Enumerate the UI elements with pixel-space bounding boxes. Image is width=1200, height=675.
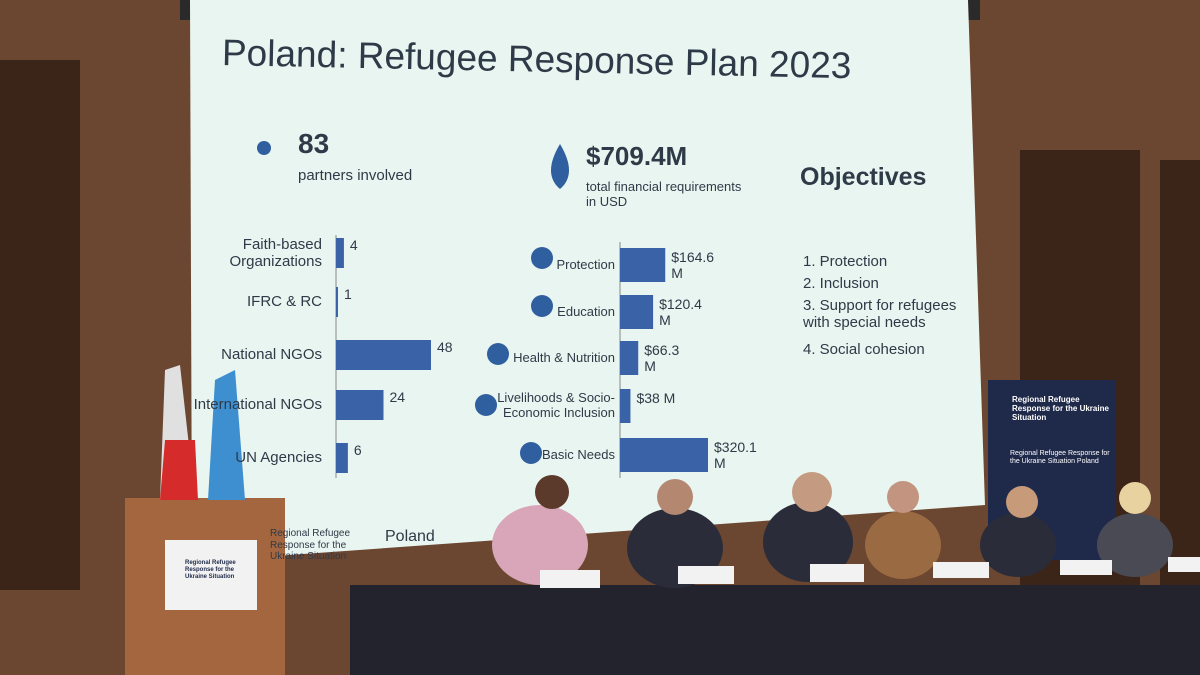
flag <box>208 370 245 500</box>
table <box>350 585 1200 675</box>
icons <box>257 141 569 464</box>
category-label: IFRC & RC <box>247 293 322 311</box>
bar <box>620 248 666 282</box>
category-label: Faith-based Organizations <box>229 235 322 270</box>
category-label: National NGOs <box>221 346 322 364</box>
category-label: Livelihoods & Socio-Economic Inclusion <box>497 390 615 420</box>
name-placards <box>540 557 1200 588</box>
bar <box>620 341 639 375</box>
category-label: UN Agencies <box>235 449 322 467</box>
category-label: Protection <box>556 256 615 272</box>
bar <box>336 287 338 317</box>
category-label: International NGOs <box>193 396 322 414</box>
podium-sign <box>165 540 257 610</box>
bar <box>336 238 344 268</box>
wall-panel <box>0 60 80 590</box>
value-label: 48 <box>437 339 453 355</box>
panelists <box>492 472 1173 588</box>
category-label: Health & Nutrition <box>513 349 615 365</box>
bar <box>620 295 654 329</box>
value-label: $38 M <box>636 390 676 406</box>
bar <box>336 390 384 420</box>
value-label: 6 <box>353 442 362 458</box>
funding-total: $709.4M <box>586 141 688 171</box>
value-label: 24 <box>389 389 406 405</box>
value-label: $66.3 M <box>644 342 680 375</box>
footer-logo: Regional Refugee Response for the Ukrain… <box>270 528 351 562</box>
flag <box>160 440 198 500</box>
category-label: Basic Needs <box>542 446 615 462</box>
footer-country: Poland <box>385 528 435 545</box>
bar <box>336 340 431 370</box>
objectives-heading: Objectives <box>800 163 927 191</box>
value-label: 4 <box>349 237 358 253</box>
value-label: $320.1 M <box>714 439 757 472</box>
wall-panel <box>1160 160 1200 600</box>
podium-logo: Regional Refugee Response for the Ukrain… <box>185 560 236 580</box>
value-label: $120.4 M <box>659 296 702 329</box>
bar <box>620 438 708 472</box>
objective-item: 2. Inclusion <box>803 275 879 292</box>
category-label: Education <box>557 303 615 319</box>
banner-subtitle: Regional Refugee Response for the Ukrain… <box>1010 450 1110 466</box>
value-label: 1 <box>343 286 352 302</box>
banner-logo: Regional Refugee Response for the Ukrain… <box>1012 395 1109 423</box>
funding-caption: total financial requirements in USD <box>586 179 742 209</box>
value-label: $164.6 M <box>671 249 715 282</box>
partners-caption: partners involved <box>298 167 413 184</box>
objective-item: 3. Support for refugees with special nee… <box>803 297 957 332</box>
partners-count: 83 <box>298 128 330 159</box>
bar <box>620 389 631 423</box>
bar <box>336 443 348 473</box>
projection-screen <box>190 0 985 562</box>
objective-item: 4. Social cohesion <box>803 341 925 358</box>
objective-item: 1. Protection <box>803 253 888 270</box>
